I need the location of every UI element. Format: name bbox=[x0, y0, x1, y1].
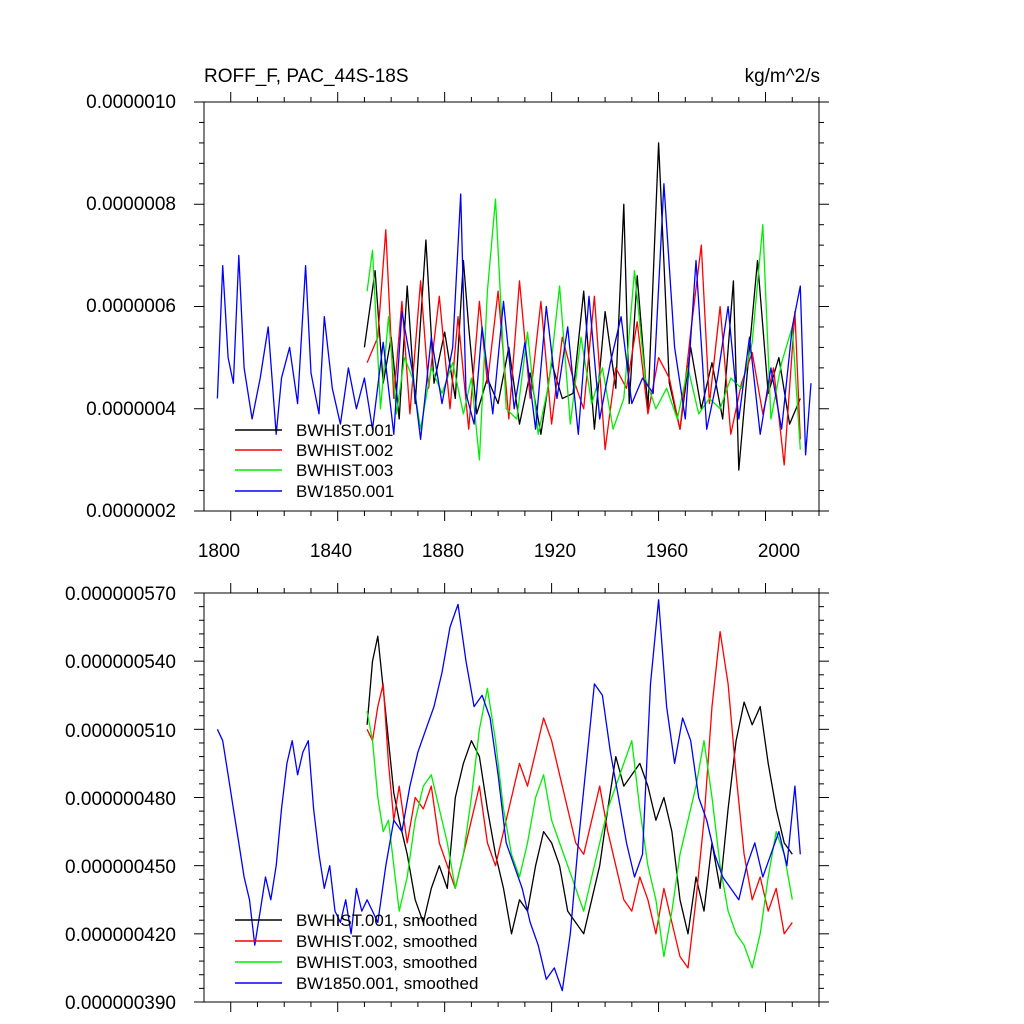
y-tick-label: 0.000000540 bbox=[65, 652, 176, 673]
y-tick-label: 0.000000480 bbox=[65, 789, 176, 810]
y-tick-label: 0.0000002 bbox=[86, 501, 176, 522]
top-y-tick-labels: 0.0000010 0.0000008 0.0000006 0.0000004 … bbox=[86, 92, 176, 522]
series-line-bwhist-003-smoothed bbox=[366, 687, 793, 969]
top-series-lines bbox=[216, 142, 812, 471]
legend-label: BWHIST.001 bbox=[296, 421, 393, 440]
y-tick-label: 0.000000450 bbox=[65, 857, 176, 878]
x-tick-label: 1920 bbox=[534, 541, 576, 562]
series-line-bwhist-002-smoothed bbox=[366, 630, 793, 969]
y-tick-label: 0.0000006 bbox=[86, 296, 176, 317]
top-plot-frame bbox=[203, 101, 820, 512]
top-legend: BWHIST.001 BWHIST.002 BWHIST.003 BW1850.… bbox=[235, 421, 394, 501]
top-axis-ticks bbox=[194, 92, 829, 521]
bottom-legend: BWHIST.001, smoothed BWHIST.002, smoothe… bbox=[235, 911, 478, 993]
top-chart-title: ROFF_F, PAC_44S-18S bbox=[204, 66, 409, 87]
bottom-plot-frame bbox=[203, 592, 820, 1003]
y-tick-label: 0.000000570 bbox=[65, 584, 176, 605]
y-tick-label: 0.000000390 bbox=[65, 993, 176, 1014]
y-tick-label: 0.000000510 bbox=[65, 721, 176, 742]
y-tick-label: 0.0000008 bbox=[86, 194, 176, 215]
series-line-bwhist-001 bbox=[363, 142, 801, 471]
x-tick-label: 1880 bbox=[422, 541, 464, 562]
x-tick-label: 1840 bbox=[310, 541, 352, 562]
legend-label: BWHIST.003 bbox=[296, 461, 393, 480]
bottom-panel: 0.000000570 0.000000540 0.000000510 0.00… bbox=[65, 583, 829, 1014]
top-chart-units: kg/m^2/s bbox=[745, 66, 820, 87]
x-tick-label: 2000 bbox=[758, 541, 800, 562]
y-tick-label: 0.000000420 bbox=[65, 925, 176, 946]
bottom-axis-ticks bbox=[194, 583, 829, 1012]
legend-label: BWHIST.001, smoothed bbox=[296, 911, 477, 930]
top-x-tick-labels: 1800 1840 1880 1920 1960 2000 bbox=[198, 541, 800, 562]
bottom-y-tick-labels: 0.000000570 0.000000540 0.000000510 0.00… bbox=[65, 584, 176, 1014]
x-tick-label: 1800 bbox=[198, 541, 240, 562]
series-line-bwhist-001-smoothed bbox=[366, 635, 793, 935]
legend-label: BW1850.001 bbox=[296, 482, 394, 501]
x-tick-label: 1960 bbox=[646, 541, 688, 562]
legend-label: BWHIST.002, smoothed bbox=[296, 932, 477, 951]
y-tick-label: 0.0000004 bbox=[86, 399, 176, 420]
legend-label: BWHIST.003, smoothed bbox=[296, 953, 477, 972]
y-tick-label: 0.0000010 bbox=[86, 92, 176, 113]
series-line-bw1850-001-smoothed bbox=[216, 599, 801, 992]
legend-label: BWHIST.002 bbox=[296, 441, 393, 460]
top-panel: ROFF_F, PAC_44S-18S kg/m^2/s 0.0000010 0… bbox=[86, 66, 829, 562]
legend-label: BW1850.001, smoothed bbox=[296, 974, 478, 993]
bottom-series-lines bbox=[216, 599, 801, 992]
series-line-bw1850-001 bbox=[216, 183, 812, 456]
